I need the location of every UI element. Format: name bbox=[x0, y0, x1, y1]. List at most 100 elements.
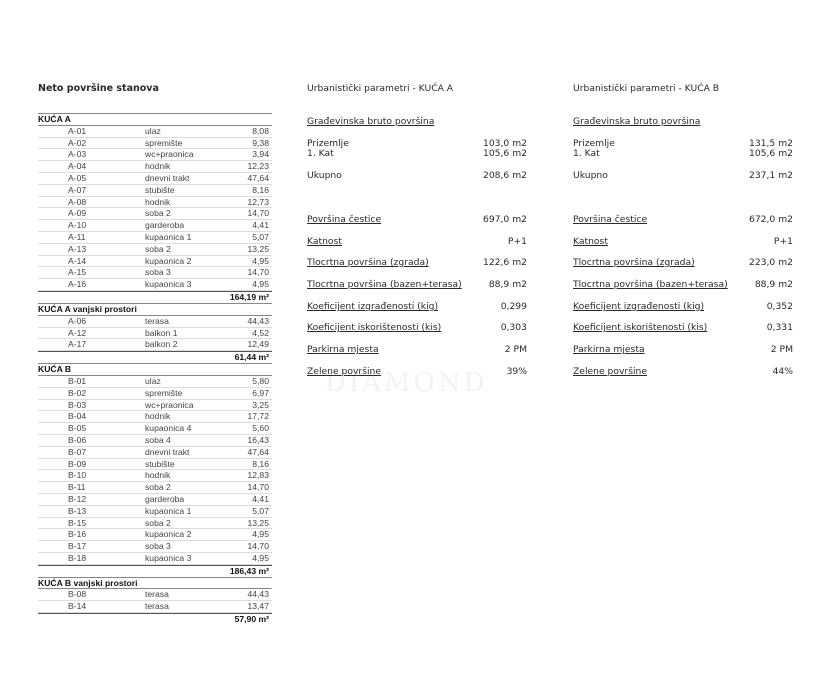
room-name: spremište bbox=[145, 137, 183, 148]
room-area: 5,80 bbox=[252, 375, 269, 386]
room-name: dnevni trakt bbox=[145, 172, 190, 183]
net-area-title: Neto površine stanova bbox=[38, 83, 159, 94]
table-row: B-06 soba 4 16,43 bbox=[38, 435, 272, 447]
room-name: hodnik bbox=[145, 196, 171, 207]
param-label: Površina čestice bbox=[573, 214, 648, 225]
param-value: 0,331 bbox=[766, 322, 793, 333]
table-row: B-07 dnevni trakt 47,64 bbox=[38, 447, 272, 459]
param-value: 105,6 m2 bbox=[482, 148, 527, 159]
room-code: A-10 bbox=[68, 220, 87, 231]
net-area-table: KUĆA A A-01 ulaz 8,08 A-02 spremište 9,38 A-03 w… bbox=[38, 113, 272, 625]
room-code: B-16 bbox=[68, 529, 87, 540]
room-code: B-02 bbox=[68, 387, 87, 398]
table-row: A-17 balkon 2 12,49 bbox=[38, 339, 272, 352]
room-area: 13,25 bbox=[247, 243, 269, 254]
param-value: 223,0 m2 bbox=[748, 257, 793, 268]
param-label: Parkirna mjesta bbox=[307, 344, 379, 355]
table-row: B-17 soba 3 14,70 bbox=[38, 541, 272, 553]
room-code: A-07 bbox=[68, 184, 87, 195]
room-area: 8,08 bbox=[252, 125, 269, 136]
room-name: soba 3 bbox=[145, 541, 171, 552]
table-row: B-15 soba 2 13,25 bbox=[38, 518, 272, 530]
param-label: Građevinska bruto površina bbox=[307, 116, 435, 127]
room-area: 4,41 bbox=[252, 493, 269, 504]
room-code: A-08 bbox=[68, 196, 87, 207]
room-code: A-13 bbox=[68, 243, 87, 254]
room-area: 14,70 bbox=[247, 208, 269, 219]
room-area: 8,16 bbox=[252, 458, 269, 469]
room-name: ulaz bbox=[145, 125, 161, 136]
room-area: 12,83 bbox=[247, 470, 269, 481]
table-row: B-16 kupaonica 2 4,95 bbox=[38, 529, 272, 542]
section-header: KUĆA A vanjski prostori bbox=[38, 302, 272, 316]
watermark-logo: DIAMOND bbox=[325, 368, 488, 398]
room-name: kupaonica 2 bbox=[145, 255, 192, 266]
table-row: B-12 garderoba 4,41 bbox=[38, 494, 272, 506]
room-code: A-15 bbox=[68, 267, 87, 278]
room-code: B-01 bbox=[68, 375, 87, 386]
room-name: terasa bbox=[145, 589, 169, 600]
param-label: Zelene površine bbox=[573, 366, 648, 377]
param-label: Koeficijent iskorištenosti (kis) bbox=[307, 322, 442, 333]
table-row: A-15 soba 3 14,70 bbox=[38, 267, 272, 280]
param-label: Tlocrtna površina (bazen+terasa) bbox=[307, 279, 462, 290]
room-code: B-04 bbox=[68, 411, 87, 422]
room-area: 4,95 bbox=[252, 279, 269, 290]
room-code: A-06 bbox=[68, 315, 87, 326]
room-name: soba 3 bbox=[145, 267, 171, 278]
param-value: 103,0 m2 bbox=[482, 138, 527, 149]
param-label: Parkirna mjesta bbox=[573, 344, 645, 355]
param-label: Ukupno bbox=[573, 170, 608, 181]
room-area: 4,52 bbox=[252, 327, 269, 338]
param-value: 122,6 m2 bbox=[482, 257, 527, 268]
section-header: KUĆA A bbox=[38, 113, 272, 126]
table-row: A-07 stubište 8,16 bbox=[38, 185, 272, 197]
table-row: A-12 balkon 1 4,52 bbox=[38, 328, 272, 340]
room-area: 16,43 bbox=[247, 434, 269, 445]
param-label: Urbanistički parametri - KUĆA B bbox=[573, 83, 720, 94]
table-row: B-04 hodnik 17,72 bbox=[38, 411, 272, 424]
room-code: B-10 bbox=[68, 470, 87, 481]
room-code: B-12 bbox=[68, 493, 87, 504]
room-code: A-04 bbox=[68, 161, 87, 172]
room-area: 5,60 bbox=[252, 423, 269, 434]
table-row: B-18 kupaonica 3 4,95 bbox=[38, 553, 272, 565]
table-row: A-14 kupaonica 2 4,95 bbox=[38, 256, 272, 268]
param-label: 1. Kat bbox=[573, 148, 600, 159]
room-name: spremište bbox=[145, 387, 183, 398]
table-row: A-09 soba 2 14,70 bbox=[38, 208, 272, 221]
section-total: 61,44 m² bbox=[38, 351, 272, 363]
room-name: kupaonica 1 bbox=[145, 231, 192, 242]
room-area: 12,49 bbox=[247, 339, 269, 350]
room-name: ulaz bbox=[145, 375, 161, 386]
section-header: KUĆA B bbox=[38, 363, 272, 376]
param-label: Koeficijent izgrađenosti (kig) bbox=[307, 301, 439, 312]
section-header: KUĆA B vanjski prostori bbox=[38, 576, 272, 590]
room-name: kupaonica 1 bbox=[145, 505, 192, 516]
table-row: A-05 dnevni trakt 47,64 bbox=[38, 173, 272, 185]
room-code: A-01 bbox=[68, 125, 87, 136]
room-code: A-09 bbox=[68, 208, 87, 219]
param-value: 697,0 m2 bbox=[482, 214, 527, 225]
param-label: Površina čestice bbox=[307, 214, 382, 225]
table-row: B-08 terasa 44,43 bbox=[38, 589, 272, 602]
room-code: B-11 bbox=[68, 482, 86, 493]
room-code: B-08 bbox=[68, 589, 87, 600]
room-area: 8,16 bbox=[252, 184, 269, 195]
room-code: B-07 bbox=[68, 446, 87, 457]
table-row: A-10 garderoba 4,41 bbox=[38, 220, 272, 232]
table-row: A-02 spremište 9,38 bbox=[38, 138, 272, 150]
table-row: A-13 soba 2 13,25 bbox=[38, 244, 272, 256]
room-code: A-17 bbox=[68, 339, 87, 350]
param-label: Koeficijent iskorištenosti (kis) bbox=[573, 322, 708, 333]
param-label: Tlocrtna površina (zgrada) bbox=[573, 257, 695, 268]
param-value: 131,5 m2 bbox=[748, 138, 793, 149]
table-row: B-10 hodnik 12,83 bbox=[38, 470, 272, 483]
table-row: B-13 kupaonica 1 5,07 bbox=[38, 506, 272, 518]
param-value: P+1 bbox=[507, 236, 527, 247]
param-value: 0,299 bbox=[500, 301, 527, 312]
room-name: dnevni trakt bbox=[145, 446, 190, 457]
room-area: 6,97 bbox=[252, 387, 269, 398]
room-area: 12,73 bbox=[247, 196, 269, 207]
